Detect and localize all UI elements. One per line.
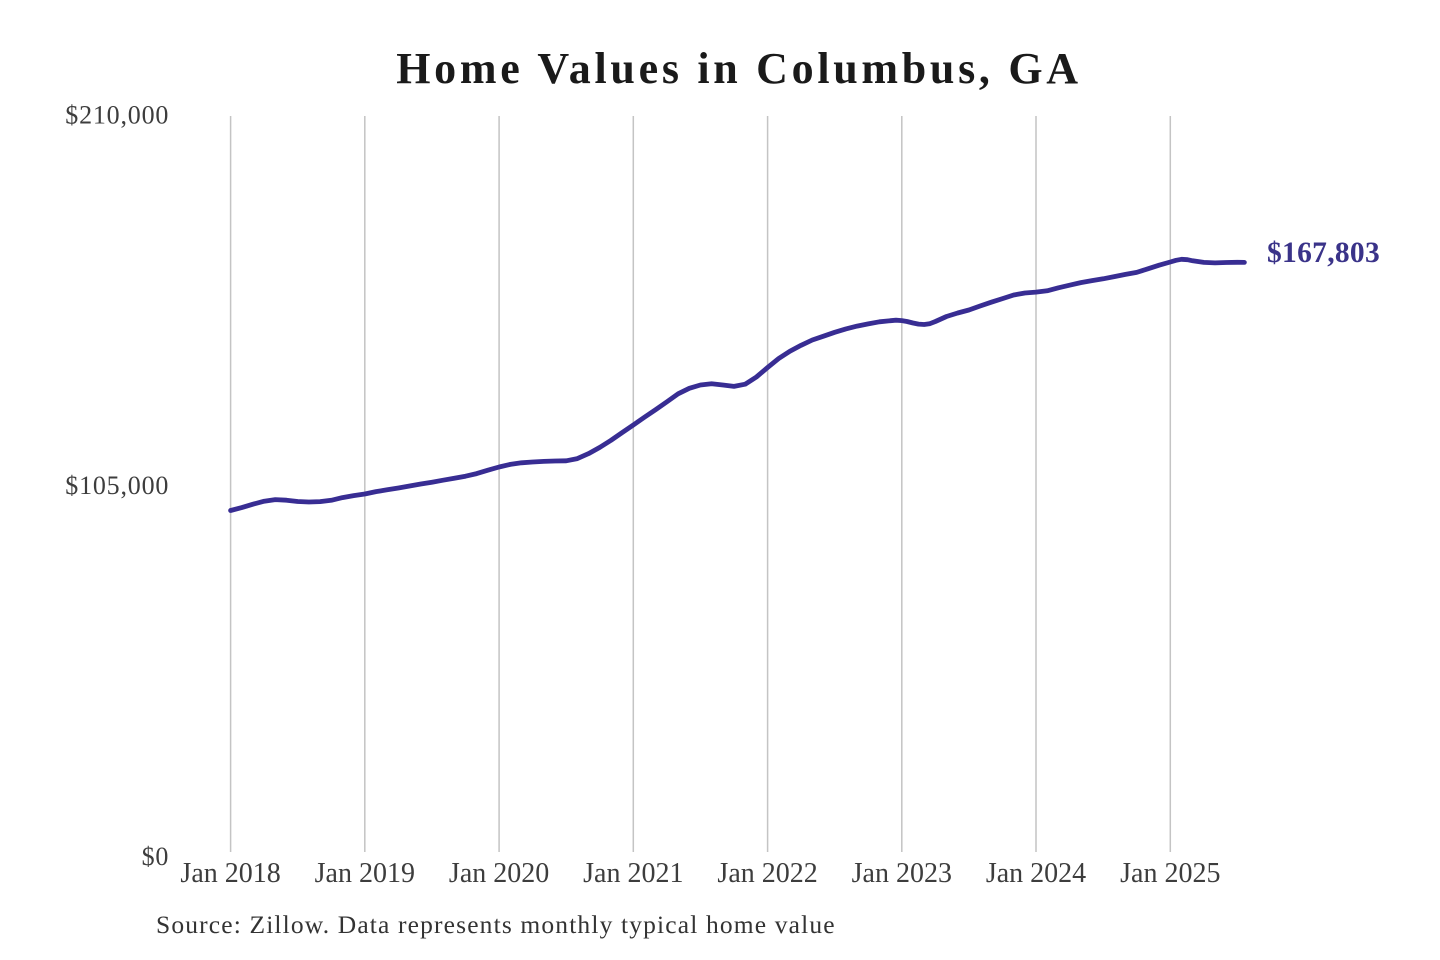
svg-text:Jan 2024: Jan 2024: [986, 858, 1086, 889]
svg-text:Jan 2020: Jan 2020: [449, 858, 549, 889]
svg-text:Jan 2022: Jan 2022: [717, 858, 817, 889]
svg-text:$210,000: $210,000: [65, 101, 169, 130]
svg-text:Home Values in Columbus, GA: Home Values in Columbus, GA: [396, 44, 1081, 93]
svg-text:$0: $0: [142, 842, 170, 871]
svg-text:$105,000: $105,000: [65, 471, 169, 500]
svg-text:Source: Zillow. Data represent: Source: Zillow. Data represents monthly …: [156, 910, 836, 939]
svg-text:Jan 2023: Jan 2023: [852, 858, 952, 889]
svg-text:Jan 2021: Jan 2021: [583, 858, 683, 889]
svg-text:Jan 2025: Jan 2025: [1120, 858, 1220, 889]
svg-text:$167,803: $167,803: [1267, 237, 1380, 269]
svg-text:Jan 2019: Jan 2019: [315, 858, 415, 889]
svg-text:Jan 2018: Jan 2018: [180, 858, 280, 889]
